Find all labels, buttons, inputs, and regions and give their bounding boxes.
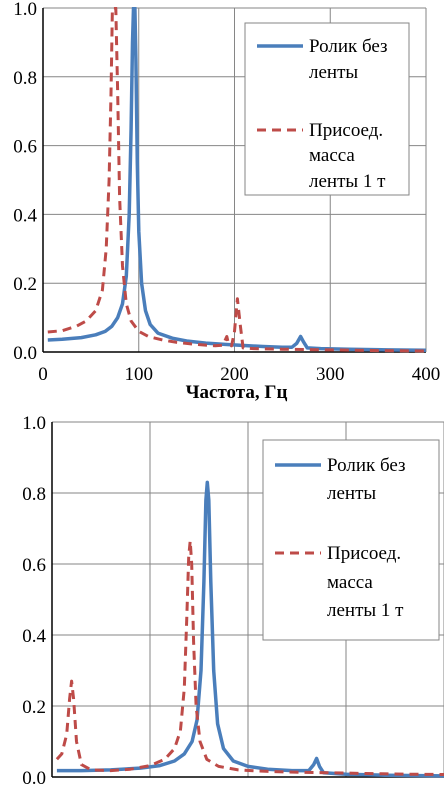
legend-box — [244, 22, 410, 196]
x-tick-label: 300 — [316, 364, 345, 385]
chart-top: 0.0 0.2 0.4 0.6 0.8 1.0 0 100 200 300 400 Частота, … — [13, 0, 440, 403]
x-tick-label: 400 — [412, 364, 441, 385]
x-tick-label: 0 — [38, 364, 48, 385]
legend-label: ленты 1 т — [309, 171, 386, 192]
legend-label: Присоед. — [327, 543, 401, 564]
legend: Ролик без ленты Присоед. масса ленты 1 т — [244, 22, 410, 196]
y-tick-label: 1.0 — [13, 0, 37, 20]
y-tick-label: 0.6 — [13, 137, 37, 158]
legend-label: масса — [309, 145, 355, 166]
y-tick-label: 0.0 — [22, 768, 46, 785]
legend-label: ленты 1 т — [327, 600, 404, 621]
series-line-roller — [56, 480, 444, 778]
series-line-added-mass — [55, 539, 444, 776]
series-line-added-mass — [47, 7, 426, 353]
y-tick-label: 0.8 — [13, 68, 37, 89]
series-line-roller — [47, 7, 426, 353]
y-tick-label: 0.8 — [22, 484, 46, 505]
x-tick-label: 100 — [125, 364, 154, 385]
legend-label: ленты — [309, 62, 358, 83]
x-axis-title: Частота, Гц — [186, 382, 288, 403]
legend-label: Ролик без — [309, 36, 388, 57]
legend-label: ленты — [327, 483, 376, 504]
legend-box — [262, 439, 440, 641]
y-tick-label: 0.6 — [22, 555, 46, 576]
y-tick-label: 0.2 — [13, 274, 37, 295]
legend-label: Ролик без — [327, 455, 406, 476]
y-tick-label: 0.4 — [13, 205, 37, 226]
legend-label: Присоед. — [309, 120, 383, 141]
y-tick-label: 0.2 — [22, 697, 46, 718]
y-tick-label: 1.0 — [22, 413, 46, 434]
y-tick-label: 0.4 — [22, 626, 46, 647]
x-tick-label: 200 — [220, 364, 249, 385]
legend-label: масса — [327, 572, 373, 593]
legend: Ролик без ленты Присоед. масса ленты 1 т — [262, 439, 440, 641]
chart-bottom: 0.0 0.2 0.4 0.6 0.8 1.0 Ролик без ленты Присоед.… — [22, 413, 444, 785]
y-tick-label: 0.0 — [13, 343, 37, 364]
